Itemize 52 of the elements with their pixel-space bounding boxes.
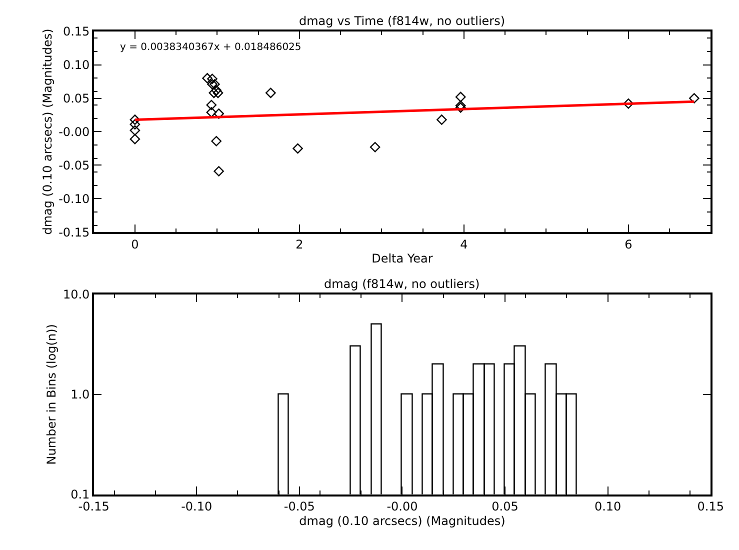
point — [689, 93, 700, 104]
point — [455, 92, 466, 102]
y-tick-label: -0.05 — [58, 158, 90, 172]
point — [211, 85, 222, 96]
point — [207, 79, 218, 90]
y-tick-label: -0.15 — [58, 225, 90, 240]
y-tick-label: 1.0 — [70, 388, 90, 402]
point — [202, 73, 212, 84]
x-tick-label: 2 — [296, 237, 304, 252]
y-tick-label: -0.00 — [58, 124, 90, 139]
chart-title: dmag (f814w, no outliers) — [324, 277, 480, 291]
annotation: y = 0.0038340367x + 0.018486025 — [120, 42, 302, 53]
x-tick-label: 0 — [131, 237, 139, 252]
point — [214, 166, 224, 176]
y-tick-label: 0.10 — [62, 58, 90, 72]
x-tick-label: 6 — [624, 237, 632, 252]
y-tick-label: 0.1 — [70, 487, 90, 502]
point — [130, 119, 140, 130]
point — [455, 100, 466, 111]
point — [455, 102, 466, 113]
x-axis-title: Delta Year — [372, 252, 433, 266]
point — [436, 114, 447, 125]
point — [130, 114, 140, 125]
point — [292, 143, 303, 154]
x-tick-label: 0.15 — [697, 499, 724, 514]
point — [210, 79, 220, 90]
y-tick-label: 0.15 — [62, 24, 90, 39]
point — [206, 107, 217, 118]
point — [130, 125, 140, 136]
y-tick-label: 0.05 — [62, 91, 90, 106]
x-tick-label: -0.05 — [284, 499, 315, 514]
point — [130, 134, 140, 144]
x-tick-label: -0.00 — [386, 499, 418, 514]
y-tick-label: -0.10 — [58, 192, 90, 206]
x-tick-label: 0.05 — [492, 499, 518, 514]
point — [208, 88, 220, 98]
point — [206, 100, 217, 110]
y-tick-label: 10.0 — [62, 288, 90, 302]
x-tick-label: -0.10 — [181, 499, 212, 514]
point — [370, 142, 380, 152]
y-axis-title: dmag (0.10 arcsecs) (Magnitudes) — [40, 28, 54, 235]
point — [623, 98, 634, 109]
chart-title: dmag vs Time (f814w, no outliers) — [299, 14, 506, 28]
point — [265, 88, 276, 98]
point — [212, 88, 224, 98]
point — [207, 74, 218, 84]
x-tick-label: 4 — [460, 237, 468, 252]
y-axis-title: Number in Bins (log(n)) — [44, 324, 59, 465]
point — [211, 136, 222, 146]
x-tick-label: 0.10 — [594, 499, 622, 514]
point — [214, 108, 224, 119]
x-axis-title: dmag (0.10 arcsecs) (Magnitudes) — [299, 514, 506, 528]
